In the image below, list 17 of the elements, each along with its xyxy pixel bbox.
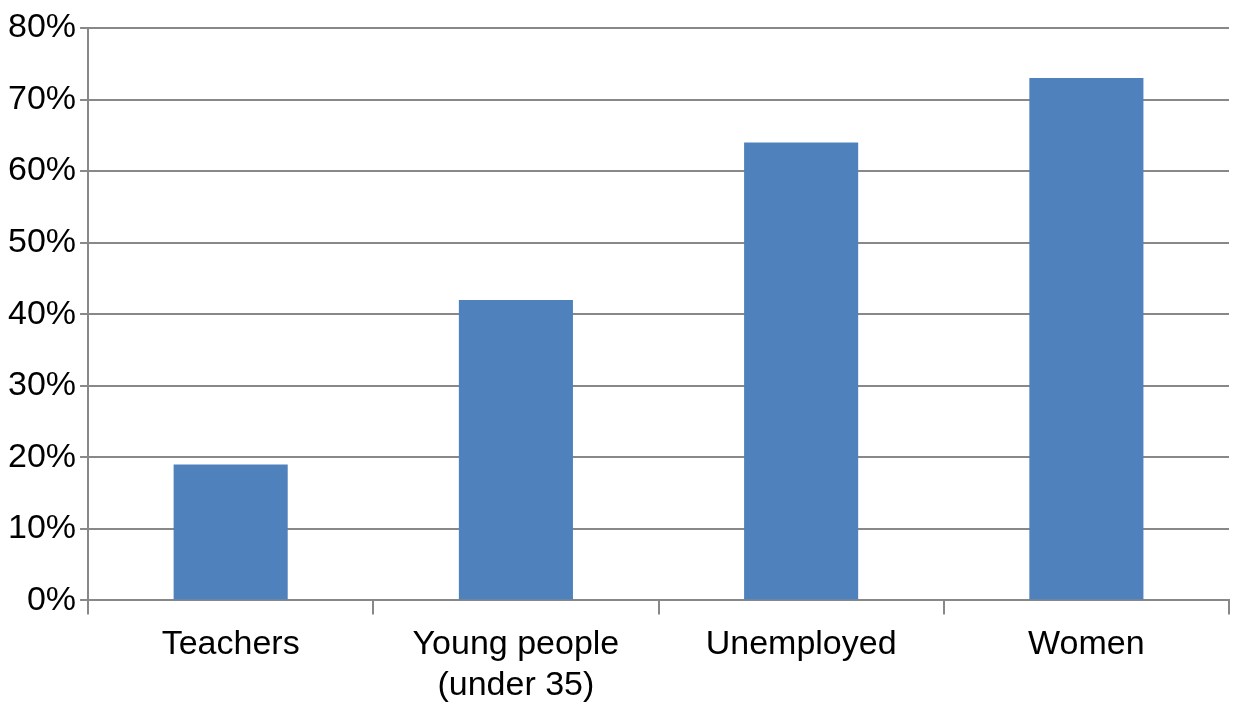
bar	[744, 142, 859, 600]
y-tick-label: 40%	[7, 292, 77, 331]
x-tick-label: Women	[1028, 623, 1145, 662]
x-tick-label: Unemployed	[705, 623, 897, 662]
bar	[173, 464, 288, 600]
bar	[1029, 78, 1144, 600]
y-tick-label: 60%	[7, 149, 77, 188]
y-tick-label: 50%	[7, 221, 77, 260]
y-tick-label: 0%	[26, 578, 77, 617]
x-tick-label: Teachers	[161, 623, 300, 662]
bar	[458, 299, 573, 600]
y-tick-label: 10%	[7, 507, 77, 546]
y-tick-label: 30%	[7, 364, 77, 403]
y-tick-label: 70%	[7, 77, 77, 116]
x-tick-label: Young people (under 35)	[412, 623, 620, 702]
y-tick-label: 20%	[7, 435, 77, 474]
y-tick-label: 80%	[7, 6, 77, 45]
